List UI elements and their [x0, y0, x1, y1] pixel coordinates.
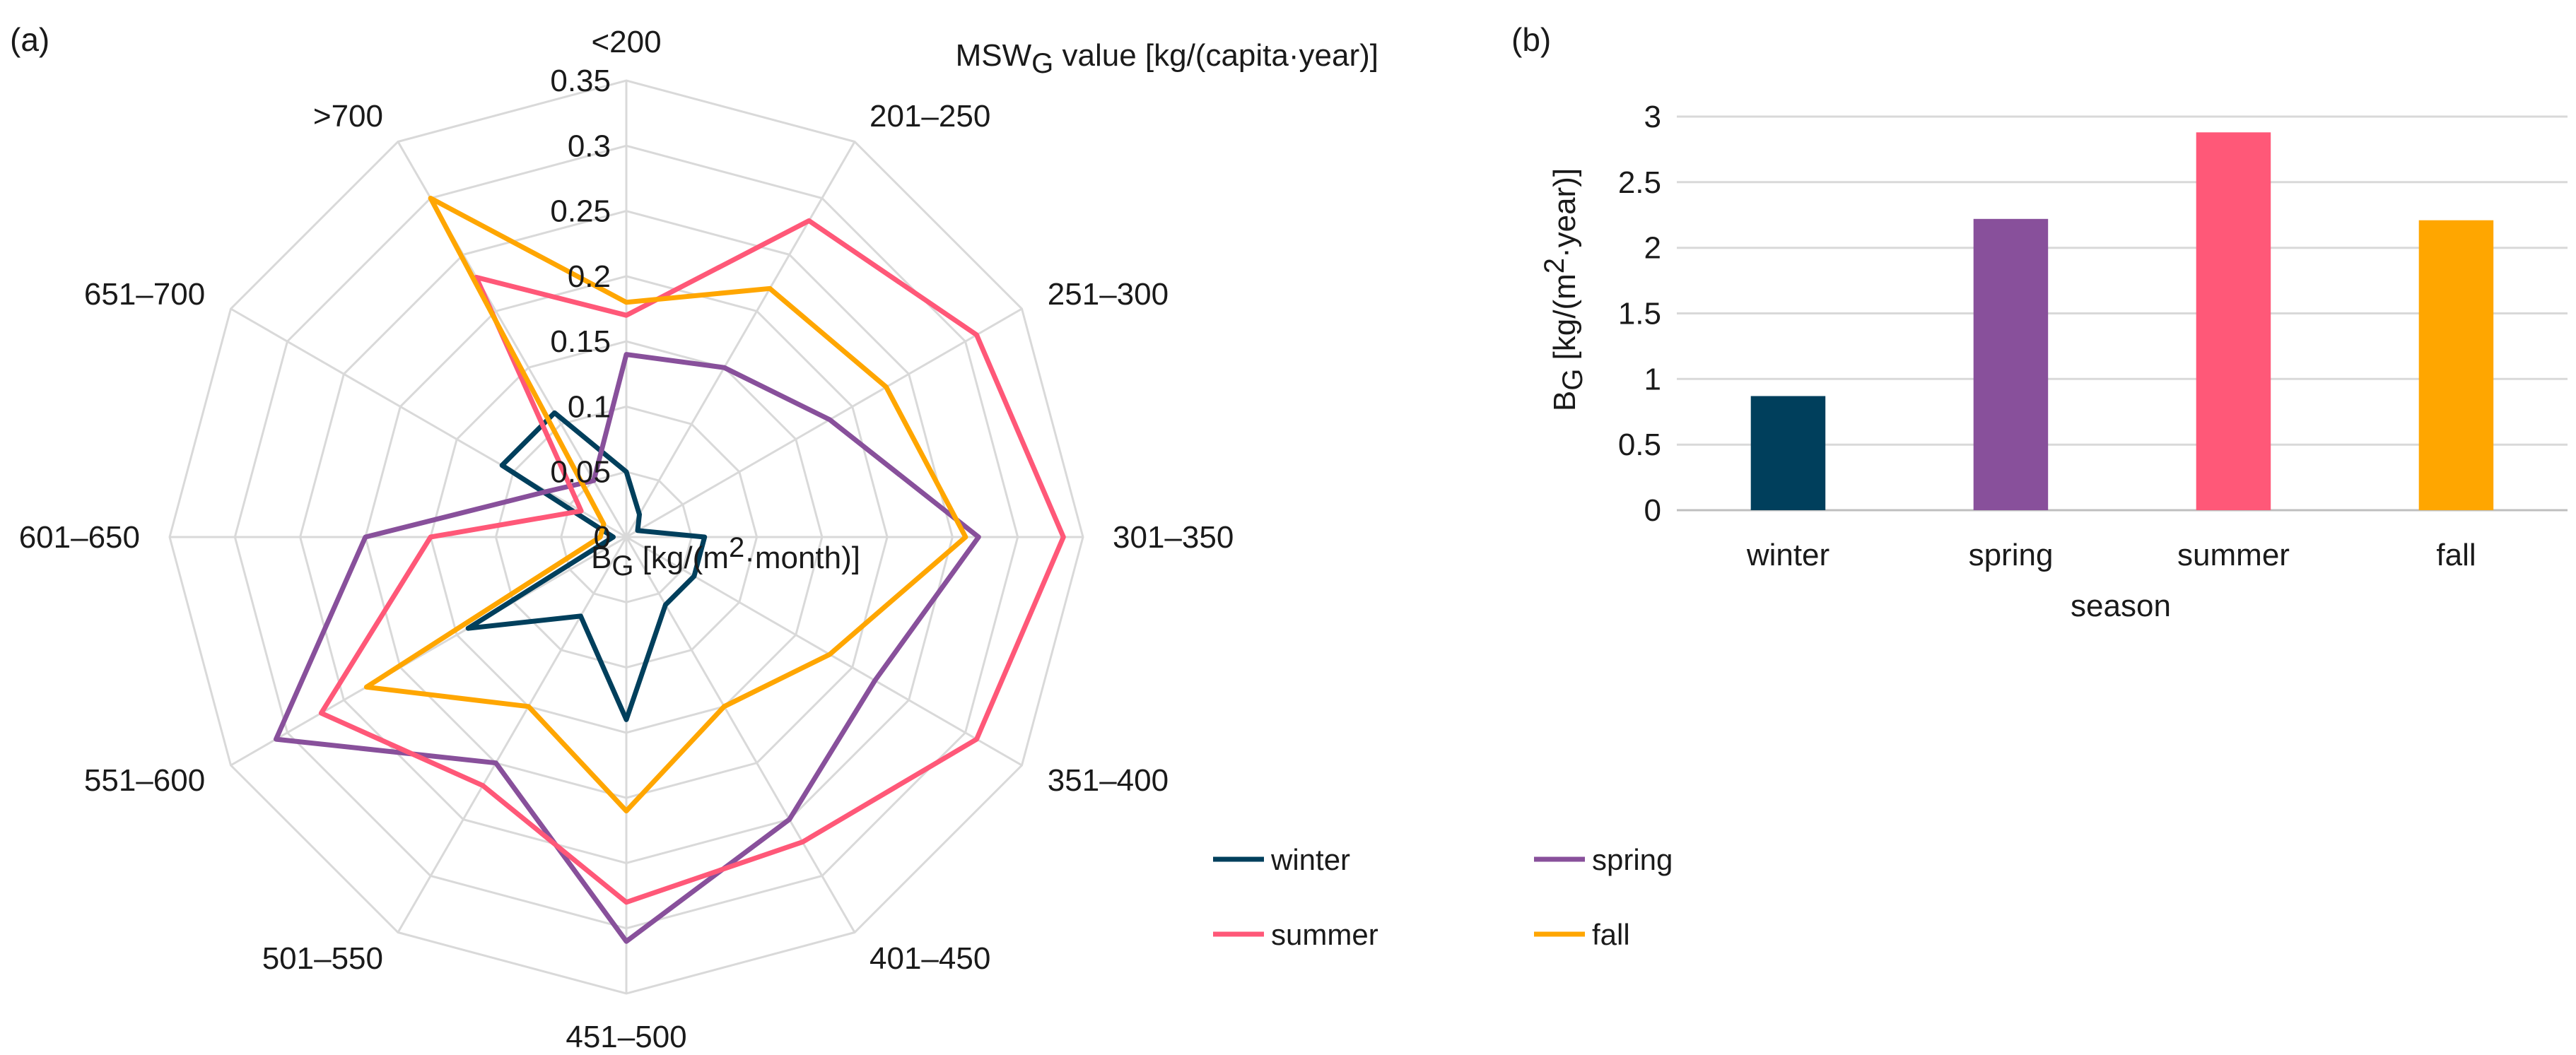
bar-y-tick-label: 3	[1644, 100, 1661, 134]
bar-fall	[2418, 220, 2494, 510]
legend-label-summer: summer	[1271, 918, 1378, 951]
radar-category-label: 301–350	[1113, 520, 1234, 555]
bar-spring	[1973, 218, 2049, 510]
radar-category-label: 401–450	[870, 941, 990, 976]
bar-y-tick-label: 2.5	[1618, 165, 1661, 200]
radar-legend: winter spring summer fall	[1213, 843, 1673, 951]
bar-panel: (b) 0 0.5 1 1.5 2 2.5 3 winter spring summer fall…	[1511, 21, 2568, 623]
radar-category-label: 351–400	[1048, 763, 1169, 798]
legend-label-fall: fall	[1592, 918, 1630, 951]
bar-x-tick-labels: winter spring summer fall	[1746, 538, 2476, 572]
radar-spoke	[626, 307, 1023, 538]
radar-category-label: <200	[591, 25, 661, 59]
radar-category-label: 451–500	[566, 1020, 686, 1054]
radar-category-label: 551–600	[84, 763, 205, 798]
radar-category-label: 601–650	[19, 520, 140, 555]
bar-winter	[1750, 396, 1826, 510]
bar-y-tick-label: 1	[1644, 362, 1661, 396]
bar-x-tick-label: winter	[1746, 538, 1829, 572]
radar-series-fall	[363, 196, 968, 814]
radar-category-label: >700	[313, 99, 383, 134]
radar-title: MSWG value [kg/(capita·year)]	[956, 38, 1378, 79]
radar-tick-label: 0	[594, 520, 611, 555]
panel-b-label: (b)	[1511, 21, 1551, 58]
radar-spoke	[230, 536, 627, 767]
radar-tick-label: 0.3	[568, 129, 611, 163]
radar-tick-label: 0.15	[550, 324, 611, 359]
radar-tick-label: 0.25	[550, 194, 611, 229]
bar-y-tick-label: 2	[1644, 231, 1661, 266]
radar-series-group	[274, 196, 1066, 944]
bar-summer	[2196, 132, 2271, 511]
bar-y-tick-labels: 0 0.5 1 1.5 2 2.5 3	[1618, 100, 1661, 528]
bar-y-axis-label: BG [kg/(m2·year)]	[1539, 168, 1588, 411]
radar-category-labels: <200 201–250 251–300 301–350 351–400 401–450 4…	[19, 25, 1234, 1054]
bar-y-tick-label: 0.5	[1618, 428, 1661, 462]
radar-category-label: 201–250	[870, 99, 990, 134]
radar-spoke	[397, 536, 628, 933]
radar-tick-labels: 0 0.05 0.1 0.15 0.2 0.25 0.3 0.35	[550, 64, 611, 555]
panel-a-label: (a)	[10, 21, 49, 58]
radar-radial-axis-label: BG [kg/(m2·month)]	[591, 532, 860, 582]
radar-category-label: 651–700	[84, 277, 205, 312]
bar-y-tick-label: 0	[1644, 493, 1661, 528]
legend-label-spring: spring	[1592, 843, 1673, 876]
bar-x-axis-label: season	[2071, 589, 2171, 623]
radar-grid	[168, 79, 1084, 995]
bar-y-tick-label: 1.5	[1618, 297, 1661, 331]
radar-spoke	[625, 141, 856, 538]
radar-tick-label: 0.35	[550, 64, 611, 98]
bar-marks	[1750, 132, 2494, 511]
radar-panel: (a) 0 0.05 0.1 0.15 0.2 0.25 0.3 0.35 <200 201–2…	[10, 21, 1673, 1054]
radar-spoke	[230, 307, 627, 538]
radar-tick-label: 0.2	[568, 259, 611, 294]
bar-x-tick-label: summer	[2177, 538, 2290, 572]
radar-category-label: 501–550	[262, 941, 383, 976]
bar-x-tick-label: fall	[2436, 538, 2476, 572]
radar-series-spring	[274, 352, 981, 944]
radar-series-winter	[465, 410, 708, 722]
bar-x-tick-label: spring	[1969, 538, 2054, 572]
radar-tick-label: 0.05	[550, 455, 611, 490]
radar-series-summer	[318, 218, 1066, 905]
radar-tick-label: 0.1	[568, 389, 611, 424]
legend-label-winter: winter	[1270, 843, 1350, 876]
radar-category-label: 251–300	[1048, 277, 1169, 312]
